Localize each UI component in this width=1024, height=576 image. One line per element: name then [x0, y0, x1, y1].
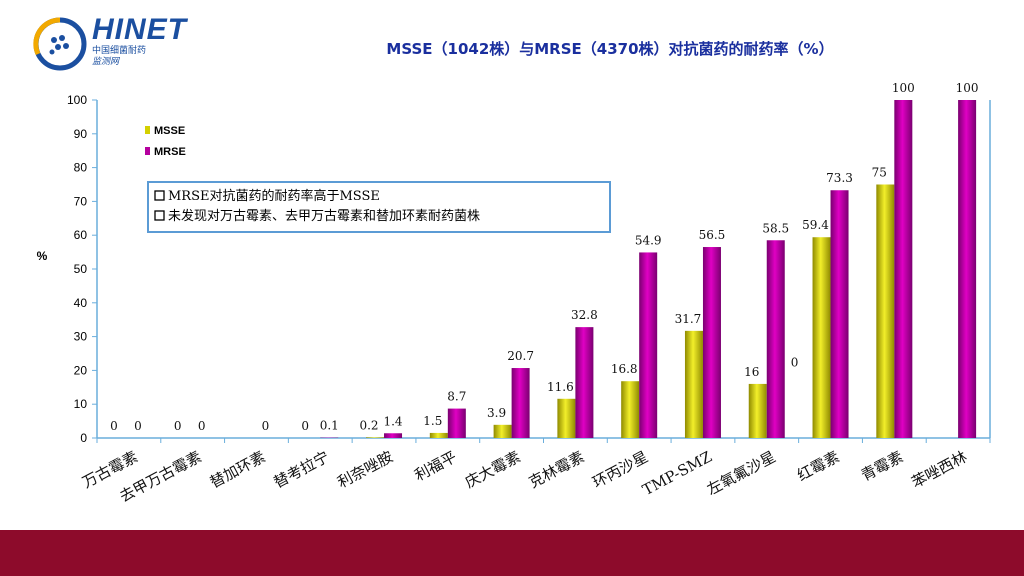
- data-label: 0.1: [320, 419, 339, 433]
- data-label: 31.7: [675, 312, 702, 326]
- bar-mrse: [958, 100, 977, 438]
- category-label: TMP-SMZ: [639, 448, 714, 499]
- y-tick-label: 20: [74, 363, 88, 377]
- y-tick-label: 80: [74, 161, 88, 175]
- legend-swatch: [145, 147, 150, 155]
- category-label: 利奈唑胺: [334, 448, 395, 492]
- bar-msse: [621, 381, 640, 438]
- data-label: 100: [956, 81, 979, 95]
- y-tick-label: 60: [74, 228, 88, 242]
- data-label: 100: [892, 81, 915, 95]
- y-tick-label: 10: [74, 397, 88, 411]
- bar-msse: [812, 237, 831, 438]
- bar-mrse: [830, 190, 849, 438]
- y-tick-label: 100: [67, 93, 87, 107]
- bar-msse: [493, 424, 512, 438]
- data-label: 1.5: [423, 414, 442, 428]
- y-axis-label: %: [37, 249, 48, 263]
- y-tick-label: 30: [74, 330, 88, 344]
- data-label: 32.8: [571, 308, 598, 322]
- y-tick-label: 40: [74, 296, 88, 310]
- bar-msse: [366, 437, 385, 438]
- y-tick-label: 70: [74, 194, 88, 208]
- data-label: 59.4: [802, 218, 829, 232]
- hinet-logo: HINET 中国细菌耐药 监测网: [30, 14, 186, 72]
- data-label: 16: [744, 365, 759, 379]
- annotation-bullet: [154, 190, 165, 201]
- data-label: 0: [262, 419, 270, 433]
- annotation-bullet: [154, 210, 165, 221]
- data-label: 3.9: [487, 406, 506, 420]
- data-label: 0.2: [359, 418, 378, 432]
- bar-msse: [876, 184, 895, 438]
- annotation-box: [147, 181, 611, 233]
- data-label: 11.6: [547, 380, 574, 394]
- data-label: 0: [198, 419, 206, 433]
- bar-mrse: [766, 240, 785, 438]
- footer-bar: [0, 530, 1024, 576]
- bar-mrse: [894, 100, 913, 438]
- category-label: 克林霉素: [526, 448, 587, 492]
- bar-mrse: [702, 247, 721, 438]
- bar-msse: [557, 398, 576, 438]
- legend-label: MSSE: [154, 125, 185, 137]
- category-label: 青霉素: [858, 448, 906, 485]
- data-label: 20.7: [507, 349, 534, 363]
- extra-data-label: 0: [791, 355, 799, 369]
- annotation-text: 未发现对万古霉素、去甲万古霉素和替加环素耐药菌株: [168, 208, 480, 224]
- bar-mrse: [384, 433, 403, 438]
- y-tick-label: 90: [74, 127, 88, 141]
- data-label: 73.3: [826, 171, 853, 185]
- category-label: 替考拉宁: [271, 448, 332, 492]
- data-label: 56.5: [699, 228, 726, 242]
- bar-msse: [684, 330, 703, 438]
- bar-mrse: [447, 408, 466, 438]
- legend-label: MRSE: [154, 146, 186, 158]
- bar-msse: [748, 383, 767, 438]
- y-tick-label: 0: [80, 431, 87, 445]
- bar-mrse: [575, 327, 594, 438]
- y-tick-label: 50: [74, 262, 88, 276]
- bar-mrse: [639, 252, 658, 438]
- logo-name: HINET: [92, 13, 187, 46]
- bar-mrse: [511, 368, 530, 438]
- category-label: 庆大霉素: [462, 448, 523, 492]
- data-label: 1.4: [383, 414, 402, 428]
- data-label: 58.5: [762, 221, 789, 235]
- logo-subtitle-2: 监测网: [92, 57, 120, 67]
- legend-swatch: [145, 126, 150, 134]
- category-label: 苯唑西林: [909, 448, 970, 492]
- category-label: 利福平: [412, 448, 460, 485]
- data-label: 0: [301, 419, 309, 433]
- data-label: 75: [872, 166, 887, 180]
- data-label: 8.7: [447, 390, 466, 404]
- chart-title: MSSE（1042株）与MRSE（4370株）对抗菌药的耐药率（%）: [386, 40, 834, 58]
- annotation-text: MRSE对抗菌药的耐药率高于MSSE: [168, 188, 380, 204]
- bar-msse: [429, 432, 448, 438]
- category-label: 左氧氟沙星: [704, 448, 779, 499]
- logo-subtitle: 中国细菌耐药: [92, 46, 147, 56]
- category-label: 替加环素: [207, 448, 268, 492]
- data-label: 0: [134, 419, 142, 433]
- data-label: 0: [174, 419, 182, 433]
- category-label: 红霉素: [794, 448, 842, 485]
- data-label: 0: [110, 419, 118, 433]
- globe-icon: [33, 17, 87, 71]
- data-label: 16.8: [611, 362, 638, 376]
- data-label: 54.9: [635, 233, 662, 247]
